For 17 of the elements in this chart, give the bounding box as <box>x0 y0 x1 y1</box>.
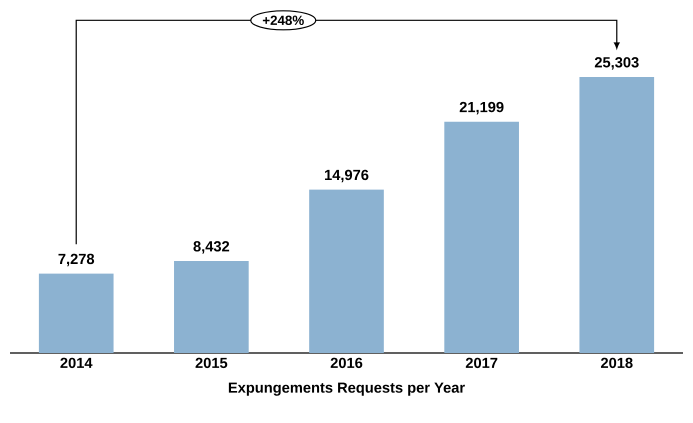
x-tick-label: 2017 <box>466 358 498 368</box>
data-label: 7,278 <box>58 254 94 266</box>
data-label: 21,199 <box>460 102 504 114</box>
bar <box>38 274 114 353</box>
x-tick-label: 2018 <box>600 358 633 368</box>
bar <box>309 190 384 353</box>
data-label: 8,432 <box>193 241 230 254</box>
bar <box>579 76 654 353</box>
x-axis-title: Expungements Requests per Year <box>228 382 465 396</box>
text: +248% <box>262 16 304 26</box>
data-label: 14,976 <box>324 170 368 182</box>
bar <box>174 261 249 353</box>
data-label: 25,303 <box>594 57 639 70</box>
bar <box>444 122 519 353</box>
x-tick-label: 2016 <box>330 358 362 368</box>
x-tick-label: 2014 <box>60 358 92 368</box>
x-tick-label: 2015 <box>196 358 228 368</box>
